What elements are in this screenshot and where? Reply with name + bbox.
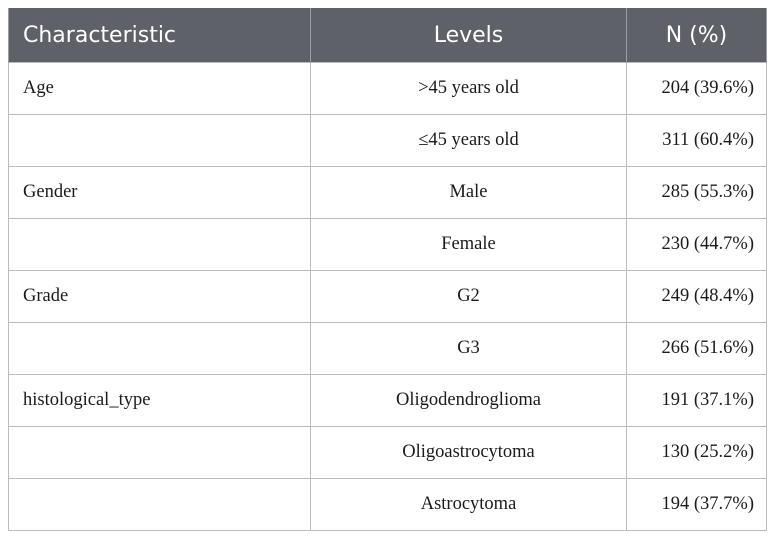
cell-characteristic: Gender	[8, 166, 311, 219]
cell-level: Oligoastrocytoma	[310, 426, 627, 479]
cell-n-percent: 266 (51.6%)	[626, 322, 767, 375]
table-row: Gender Male 285 (55.3%)	[8, 166, 767, 219]
cell-n-percent: 230 (44.7%)	[626, 218, 767, 271]
cell-characteristic	[8, 114, 311, 167]
cell-n-percent: 311 (60.4%)	[626, 114, 767, 167]
table-row: Astrocytoma 194 (37.7%)	[8, 478, 767, 531]
cell-n-percent: 249 (48.4%)	[626, 270, 767, 323]
cell-level: G2	[310, 270, 627, 323]
cell-characteristic	[8, 218, 311, 271]
cell-level: >45 years old	[310, 62, 627, 115]
cell-characteristic	[8, 478, 311, 531]
table-row: Oligoastrocytoma 130 (25.2%)	[8, 426, 767, 479]
cell-level: G3	[310, 322, 627, 375]
cell-n-percent: 285 (55.3%)	[626, 166, 767, 219]
cell-n-percent: 194 (37.7%)	[626, 478, 767, 531]
cell-level: Oligodendroglioma	[310, 374, 627, 427]
table-row: histological_type Oligodendroglioma 191 …	[8, 374, 767, 427]
characteristics-table-container: Characteristic Levels N (%) Age >45 year…	[8, 8, 767, 531]
cell-characteristic: histological_type	[8, 374, 311, 427]
header-characteristic: Characteristic	[8, 8, 311, 63]
table-row: G3 266 (51.6%)	[8, 322, 767, 375]
cell-characteristic	[8, 426, 311, 479]
table-row: Grade G2 249 (48.4%)	[8, 270, 767, 323]
cell-n-percent: 130 (25.2%)	[626, 426, 767, 479]
cell-n-percent: 204 (39.6%)	[626, 62, 767, 115]
cell-level: Male	[310, 166, 627, 219]
header-levels: Levels	[310, 8, 627, 63]
header-n-percent: N (%)	[626, 8, 767, 63]
table-header: Characteristic Levels N (%)	[8, 8, 767, 63]
characteristics-table: Characteristic Levels N (%) Age >45 year…	[8, 8, 767, 531]
table-body: Age >45 years old 204 (39.6%) ≤45 years …	[8, 62, 767, 531]
cell-characteristic	[8, 322, 311, 375]
table-row: Female 230 (44.7%)	[8, 218, 767, 271]
table-row: Age >45 years old 204 (39.6%)	[8, 62, 767, 115]
cell-level: ≤45 years old	[310, 114, 627, 167]
table-row: ≤45 years old 311 (60.4%)	[8, 114, 767, 167]
cell-level: Female	[310, 218, 627, 271]
cell-characteristic: Grade	[8, 270, 311, 323]
cell-n-percent: 191 (37.1%)	[626, 374, 767, 427]
cell-level: Astrocytoma	[310, 478, 627, 531]
header-row: Characteristic Levels N (%)	[8, 8, 767, 63]
cell-characteristic: Age	[8, 62, 311, 115]
